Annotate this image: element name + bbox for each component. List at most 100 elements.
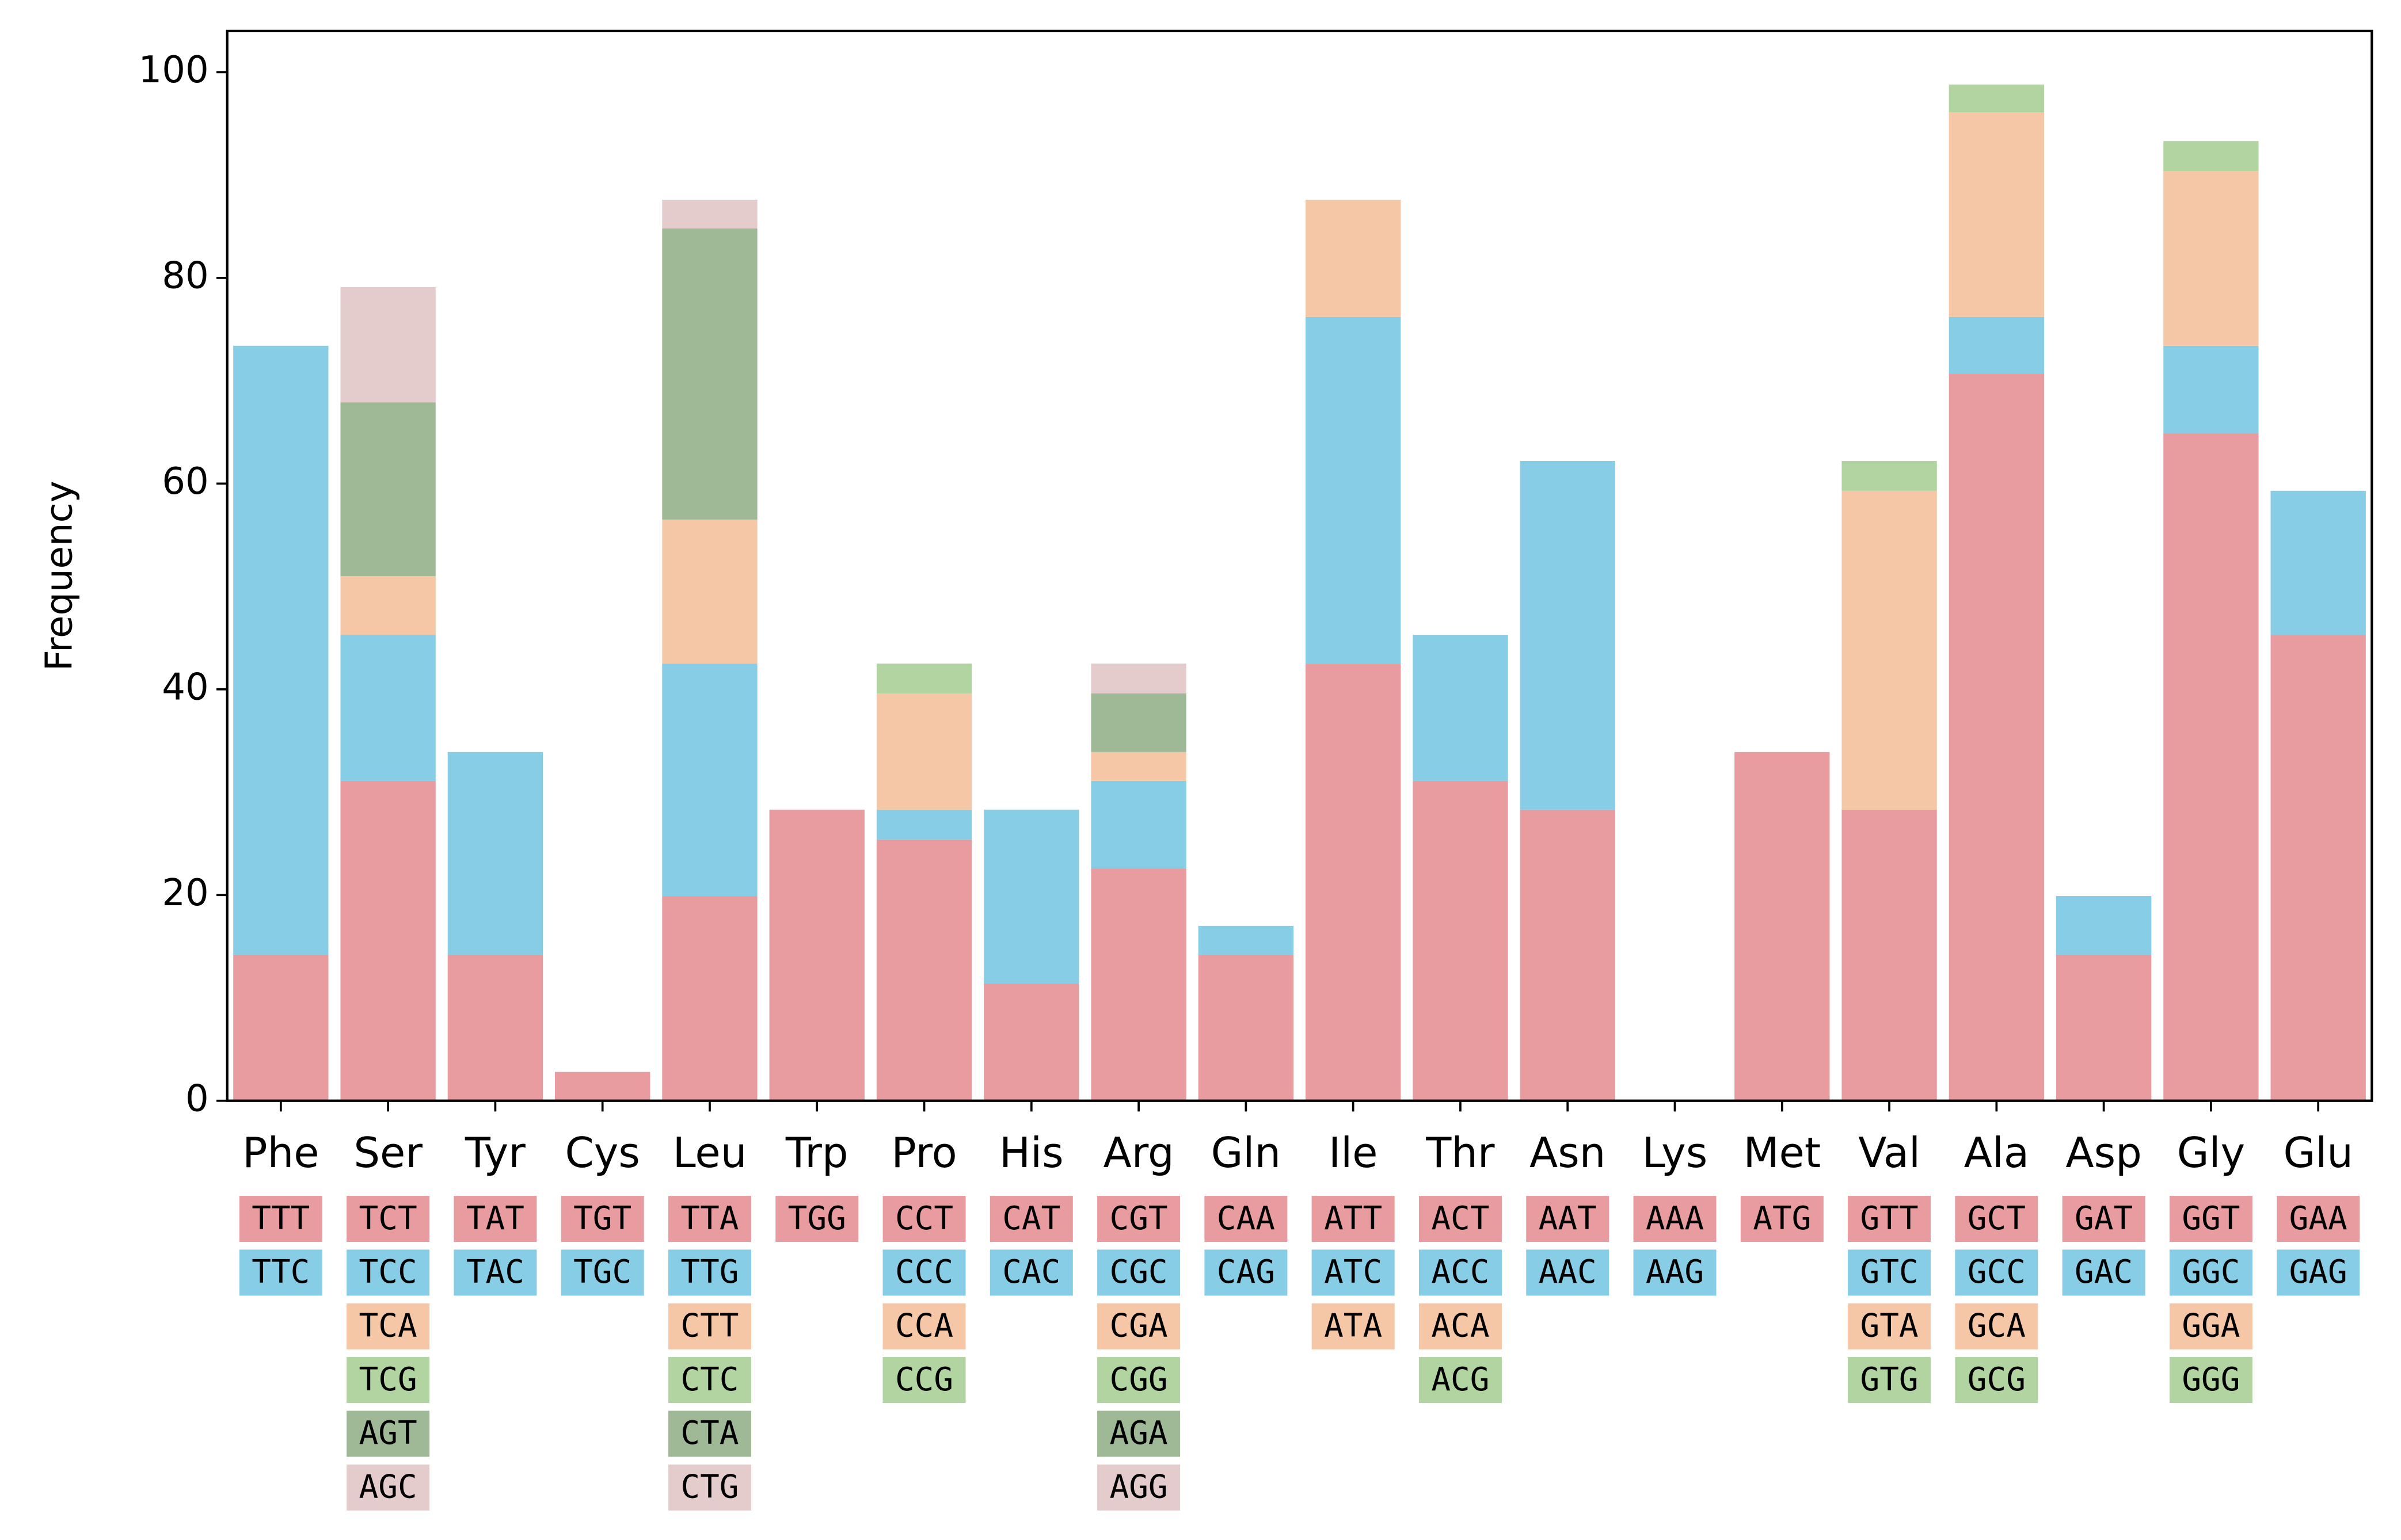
codon-label: TCA	[359, 1308, 417, 1345]
codon-label: GCT	[1968, 1200, 2026, 1237]
codon-label: GGT	[2182, 1200, 2240, 1237]
x-tick-label: Ile	[1329, 1129, 1378, 1177]
codon-box	[347, 1411, 430, 1457]
codon-label: GTA	[1860, 1308, 1918, 1345]
bar-segment	[1413, 635, 1508, 781]
codon-label: CCC	[895, 1253, 953, 1291]
bar-segment	[1734, 752, 1830, 1101]
codon-box	[347, 1196, 430, 1242]
codon-box	[347, 1464, 430, 1511]
codon-label: CGG	[1110, 1361, 1168, 1398]
codon-label: GAT	[2075, 1200, 2133, 1237]
codon-box	[1097, 1411, 1181, 1457]
codon-box	[1740, 1196, 1824, 1242]
codon-box	[2062, 1196, 2145, 1242]
bar-segment	[662, 664, 758, 897]
codon-box	[1848, 1303, 1931, 1350]
codon-box	[2169, 1249, 2252, 1296]
codon-box	[668, 1357, 751, 1404]
codon-box	[2277, 1249, 2360, 1296]
y-tick-label: 60	[162, 460, 208, 503]
codon-label: TTA	[680, 1200, 739, 1237]
codon-label: AGC	[359, 1469, 417, 1506]
codon-label: CAA	[1217, 1200, 1275, 1237]
bar-segment	[2270, 490, 2366, 635]
bar-segment	[876, 664, 972, 693]
codon-label: CTA	[680, 1415, 739, 1452]
codon-box	[882, 1303, 966, 1350]
bar-segment	[769, 809, 865, 1101]
codon-label: ATT	[1324, 1200, 1382, 1237]
codon-box	[1311, 1196, 1395, 1242]
bar-segment	[340, 287, 436, 403]
codon-box	[1097, 1357, 1181, 1404]
x-tick-label: Glu	[2283, 1129, 2353, 1177]
codon-label: GTG	[1860, 1361, 1918, 1398]
codon-box	[1955, 1303, 2038, 1350]
bar-segment	[1949, 373, 2045, 1101]
codon-box	[2169, 1196, 2252, 1242]
codon-box	[1955, 1249, 2038, 1296]
codon-label: CCA	[895, 1308, 953, 1345]
codon-label: CTG	[680, 1469, 739, 1506]
codon-box	[1311, 1303, 1395, 1350]
codon-label: CTT	[680, 1308, 739, 1345]
codon-label: TGG	[788, 1200, 846, 1237]
y-tick-label: 20	[162, 872, 208, 914]
codon-box	[882, 1357, 966, 1404]
x-tick-label: Arg	[1103, 1129, 1174, 1177]
bar-segment	[984, 983, 1079, 1101]
bar-segment	[340, 402, 436, 577]
bar-segment	[340, 576, 436, 635]
bar-segment	[1841, 490, 1937, 810]
y-axis-label: Frequency	[38, 481, 81, 671]
bar-segment	[1305, 317, 1401, 664]
y-tick-label: 80	[162, 254, 208, 297]
codon-label: CGA	[1110, 1308, 1168, 1345]
bar-segment	[1198, 925, 1294, 955]
codon-label: CAC	[1002, 1253, 1060, 1291]
bar-segment	[1520, 460, 1615, 810]
bar-segment	[340, 635, 436, 781]
codon-label: GGC	[2182, 1253, 2240, 1291]
plot-frame	[226, 29, 2373, 1102]
bar-segment	[2056, 896, 2152, 955]
x-tick-label: Lys	[1642, 1129, 1708, 1177]
codon-box	[2169, 1303, 2252, 1350]
codon-label: GAG	[2289, 1253, 2347, 1291]
codon-label: GGA	[2182, 1308, 2240, 1345]
x-tick-label: Gly	[2177, 1129, 2245, 1177]
codon-label: CAT	[1002, 1200, 1060, 1237]
codon-label: TAT	[466, 1200, 524, 1237]
bar-segment	[1841, 809, 1937, 1101]
codon-box	[1633, 1249, 1717, 1296]
bar-segment	[1198, 954, 1294, 1101]
codon-label: AGT	[359, 1415, 417, 1452]
codon-label: ATA	[1324, 1308, 1382, 1345]
codon-box	[668, 1464, 751, 1511]
codon-label: AAT	[1539, 1200, 1597, 1237]
bar-segment	[555, 1072, 650, 1101]
codon-box	[990, 1249, 1073, 1296]
codon-label: TTC	[252, 1253, 310, 1291]
codon-box	[1633, 1196, 1717, 1242]
bar-segment	[984, 809, 1079, 984]
x-tick-label: Tyr	[465, 1129, 526, 1177]
codon-box	[1418, 1303, 1502, 1350]
bar-segment	[876, 839, 972, 1101]
codon-box	[1848, 1196, 1931, 1242]
codon-box	[454, 1249, 537, 1296]
codon-label: GAC	[2075, 1253, 2133, 1291]
codon-box	[1418, 1196, 1502, 1242]
codon-box	[1418, 1357, 1502, 1404]
bar-segment	[340, 780, 436, 1101]
codon-label: CCT	[895, 1200, 953, 1237]
codon-box	[561, 1249, 644, 1296]
codon-label: CGC	[1110, 1253, 1168, 1291]
codon-box	[990, 1196, 1073, 1242]
codon-label: ACG	[1431, 1361, 1489, 1398]
x-tick-label: Trp	[785, 1129, 848, 1177]
codon-label: TCT	[359, 1200, 417, 1237]
codon-box	[454, 1196, 537, 1242]
